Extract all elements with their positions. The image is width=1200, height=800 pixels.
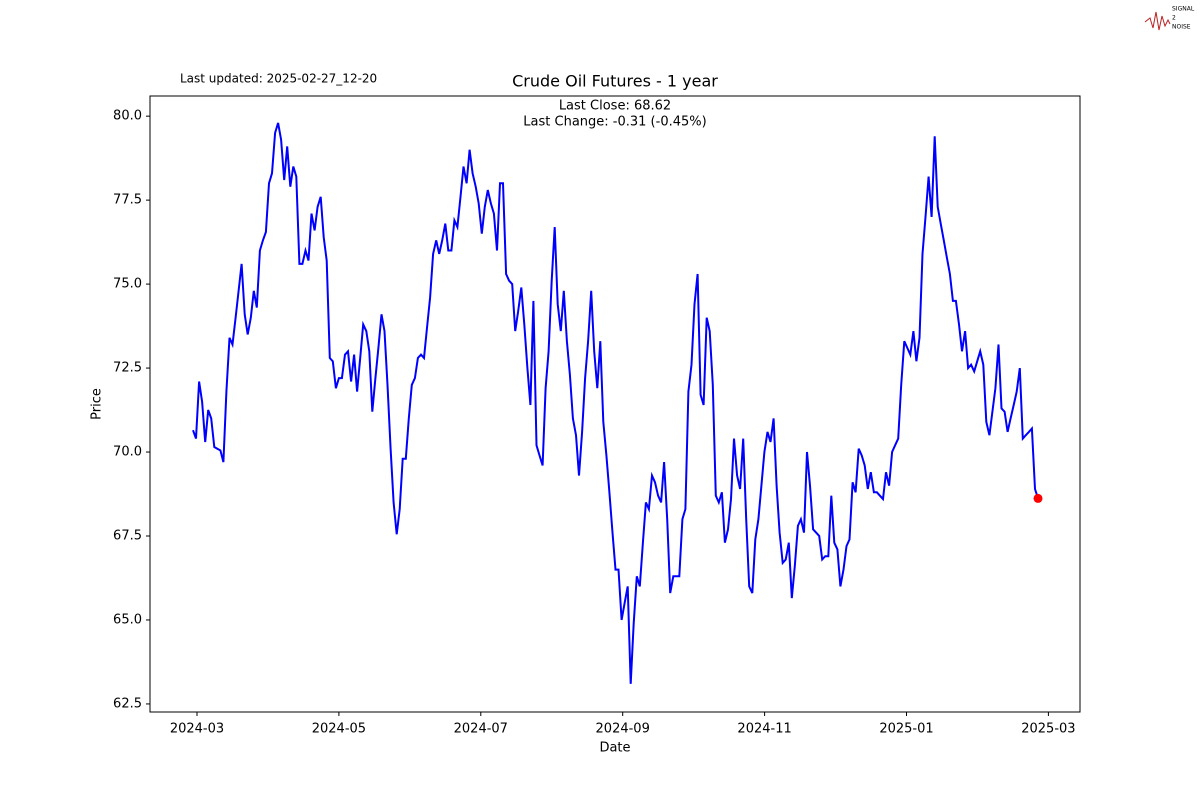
- updated-label: Last updated: 2025-02-27_12-20: [180, 72, 377, 86]
- logo-text: 2: [1172, 15, 1176, 22]
- y-tick-label: 75.0: [113, 277, 142, 292]
- logo-text: SIGNAL: [1172, 6, 1195, 13]
- x-tick-label: 2025-03: [1021, 722, 1075, 737]
- last-point: [1033, 493, 1043, 503]
- x-axis-label: Date: [599, 741, 630, 756]
- y-tick-label: 72.5: [113, 361, 142, 376]
- x-tick-label: 2024-07: [454, 722, 508, 737]
- y-tick-label: 62.5: [113, 696, 142, 711]
- annotation: Last Close: 68.62: [559, 99, 671, 114]
- y-tick-label: 67.5: [113, 529, 142, 544]
- annotation: Last Change: -0.31 (-0.45%): [523, 115, 706, 130]
- logo: SIGNAL 2 NOISE: [1144, 6, 1195, 31]
- x-tick-label: 2024-11: [737, 722, 791, 737]
- x-tick-label: 2024-05: [312, 722, 366, 737]
- y-tick-label: 80.0: [113, 109, 142, 124]
- price-line: [192, 122, 1039, 684]
- x-tick-label: 2025-01: [879, 722, 933, 737]
- logo-text: NOISE: [1172, 24, 1191, 31]
- y-tick-label: 77.5: [113, 193, 142, 208]
- x-tick-label: 2024-09: [596, 722, 650, 737]
- y-tick-label: 65.0: [113, 612, 142, 627]
- plot-frame: [149, 95, 1081, 713]
- x-tick-label: 2024-03: [170, 722, 224, 737]
- chart-title: Crude Oil Futures - 1 year: [512, 72, 718, 91]
- y-tick-label: 70.0: [113, 445, 142, 460]
- y-axis-label: Price: [90, 388, 105, 420]
